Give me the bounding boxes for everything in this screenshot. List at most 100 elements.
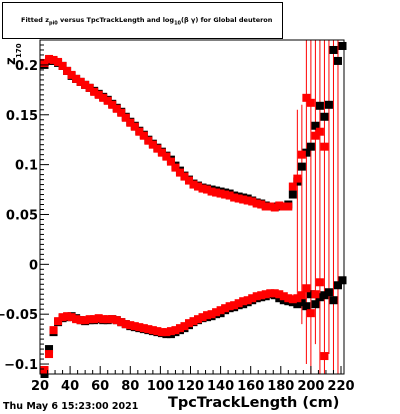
red-marker [90, 315, 99, 324]
red-marker [67, 313, 76, 322]
red-marker [189, 317, 198, 326]
red-marker [297, 291, 306, 300]
red-marker [135, 323, 144, 332]
y-tick-label: 0.05 [6, 208, 38, 223]
black-marker [320, 291, 329, 300]
red-marker [130, 322, 139, 331]
red-marker [306, 98, 315, 107]
red-marker [221, 304, 230, 313]
title-sub-b: 10 [174, 20, 182, 27]
y-tick-label: 0.1 [15, 159, 38, 174]
black-marker [329, 45, 338, 54]
red-marker [49, 55, 58, 64]
red-marker [180, 322, 189, 331]
red-marker [266, 289, 275, 298]
error-bar-layer [296, 40, 339, 374]
black-marker [338, 276, 347, 285]
black-marker [333, 281, 342, 290]
red-marker [315, 127, 324, 136]
red-marker [130, 122, 139, 131]
x-axis-label: TpcTrackLength (cm) [168, 395, 340, 411]
x-tick-label: 20 [31, 379, 49, 394]
red-marker [311, 290, 320, 299]
red-marker [117, 318, 126, 327]
red-marker [311, 131, 320, 140]
red-marker [243, 296, 252, 305]
red-marker [76, 316, 85, 325]
red-marker [144, 325, 153, 334]
black-marker [293, 300, 302, 309]
red-marker [198, 184, 207, 193]
red-marker [112, 104, 121, 113]
red-marker [293, 294, 302, 303]
red-marker [126, 321, 135, 330]
red-marker [315, 278, 324, 287]
red-marker [212, 308, 221, 317]
red-marker [58, 61, 67, 70]
x-tick-label: 60 [91, 379, 109, 394]
red-marker [234, 194, 243, 203]
red-marker [279, 202, 288, 211]
red-marker [157, 148, 166, 157]
red-marker [40, 58, 49, 67]
red-marker [288, 182, 297, 191]
red-marker [180, 172, 189, 181]
black-marker [311, 121, 320, 130]
red-marker [175, 324, 184, 333]
red-marker [94, 90, 103, 99]
red-marker [85, 315, 94, 324]
red-marker [234, 299, 243, 308]
red-marker [54, 317, 63, 326]
black-marker [45, 345, 54, 354]
red-marker [194, 315, 203, 324]
red-marker [117, 108, 126, 117]
black-marker [329, 296, 338, 305]
red-marker [112, 316, 121, 325]
y-tick-label: 0 [29, 258, 38, 273]
red-marker [162, 152, 171, 161]
red-marker [252, 292, 261, 301]
red-marker [171, 326, 180, 335]
y-tick-label: −0.05 [0, 308, 38, 323]
black-marker [315, 293, 324, 302]
red-marker [302, 284, 311, 293]
black-marker [297, 162, 306, 171]
red-marker [225, 302, 234, 311]
red-marker [63, 66, 72, 75]
x-tick-label: 180 [267, 379, 294, 394]
x-tick-label: 100 [147, 379, 174, 394]
red-marker [135, 127, 144, 136]
red-marker [198, 313, 207, 322]
red-marker [248, 197, 257, 206]
red-marker [67, 70, 76, 79]
red-marker [76, 77, 85, 86]
y-tick-label: 0.2 [15, 59, 38, 74]
red-marker [103, 315, 112, 324]
red-marker [99, 93, 108, 102]
red-marker [288, 295, 297, 304]
black-marker [306, 142, 315, 151]
red-marker [171, 163, 180, 172]
red-marker [284, 294, 293, 303]
red-marker [257, 200, 266, 209]
red-marker [239, 195, 248, 204]
black-marker [311, 300, 320, 309]
black-marker [306, 290, 315, 299]
red-marker [194, 182, 203, 191]
red-marker [166, 327, 175, 336]
red-marker [40, 366, 49, 375]
marker-layer [40, 41, 347, 378]
black-marker [302, 302, 311, 311]
red-marker [320, 352, 329, 361]
black-marker [338, 41, 347, 50]
chart-title: Fitted zpi0 versus TpcTrackLength and lo… [21, 16, 272, 26]
red-marker [207, 187, 216, 196]
red-marker [270, 289, 279, 298]
red-marker [221, 190, 230, 199]
x-tick-label: 80 [121, 379, 139, 394]
red-marker [49, 326, 58, 335]
red-marker [212, 188, 221, 197]
red-marker [72, 315, 81, 324]
red-marker [302, 93, 311, 102]
red-marker [293, 174, 302, 183]
